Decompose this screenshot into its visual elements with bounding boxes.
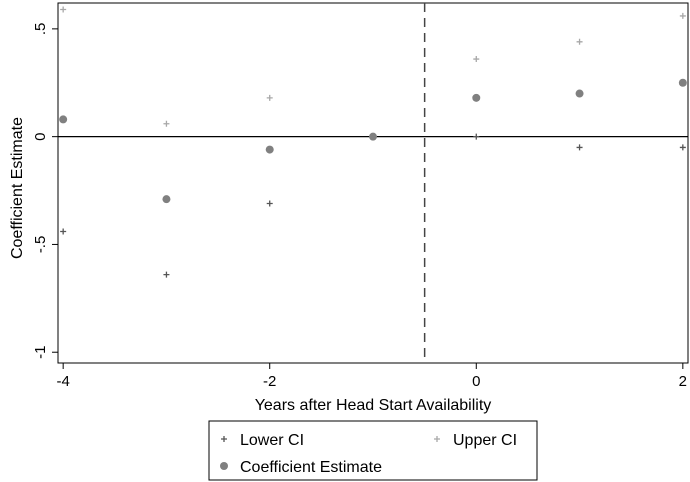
legend: Lower CI Upper CI Coefficient Estimate [208, 420, 538, 481]
lower-ci-point [576, 144, 583, 151]
x-tick-label: -4 [56, 373, 69, 390]
coefficient-point [162, 195, 171, 204]
coefficient-point [678, 78, 687, 87]
legend-label-coefficient-estimate: Coefficient Estimate [240, 459, 382, 476]
series-coefficient-estimate [59, 78, 687, 204]
lower-ci-point [473, 133, 480, 140]
upper-ci-point [163, 120, 170, 127]
x-axis-title: Years after Head Start Availability [255, 397, 492, 414]
y-tick-label: .5 [32, 23, 49, 36]
y-tick-label: -.5 [32, 236, 49, 254]
upper-ci-point [576, 38, 583, 45]
coefficient-point [59, 115, 68, 124]
series-upper-ci [60, 6, 686, 127]
x-tick-label: 0 [472, 373, 480, 390]
lower-ci-point [60, 228, 67, 235]
legend-label-upper-ci: Upper CI [453, 432, 517, 449]
y-tick-label: -1 [32, 346, 49, 359]
upper-ci-point [473, 56, 480, 63]
upper-ci-point [60, 6, 67, 13]
legend-marker-upper-ci [434, 436, 440, 442]
lower-ci-point [679, 144, 686, 151]
y-axis-title: Coefficient Estimate [9, 117, 26, 259]
legend-marker-coefficient-estimate [220, 462, 228, 470]
plot-area [57, 2, 689, 364]
legend-label-lower-ci: Lower CI [240, 432, 304, 449]
coefficient-point [369, 132, 377, 141]
coefficient-point [265, 145, 274, 154]
coefficient-point [472, 93, 481, 102]
series-lower-ci [60, 133, 686, 278]
x-tick-label: -2 [263, 373, 276, 390]
upper-ci-point [266, 94, 273, 101]
legend-marker-lower-ci [221, 436, 227, 442]
coefficient-point [575, 89, 584, 98]
legend-box [208, 420, 538, 481]
upper-ci-point [679, 12, 686, 19]
x-tick-label: 2 [679, 373, 687, 390]
lower-ci-point [163, 271, 170, 278]
lower-ci-point [266, 200, 273, 207]
y-tick-label: 0 [32, 132, 49, 140]
